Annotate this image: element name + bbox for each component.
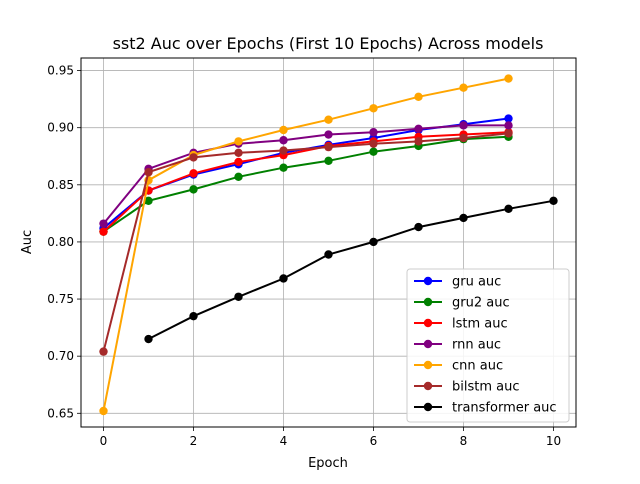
data-point-rnn-auc — [279, 136, 288, 145]
grid-layer — [81, 58, 576, 427]
plot-frame — [80, 57, 577, 428]
data-point-transformer-auc — [234, 292, 243, 301]
x-tick-label: 6 — [370, 434, 378, 448]
data-point-cnn-auc — [414, 92, 423, 102]
legend-marker — [423, 276, 433, 286]
x-tick-label: 4 — [280, 434, 288, 448]
data-point-rnn-auc — [369, 128, 378, 137]
legend-marker — [423, 297, 433, 307]
legend-label: gru2 auc — [452, 296, 510, 311]
series-layer — [99, 74, 558, 416]
data-point-transformer-auc — [279, 274, 288, 283]
series-bilstm-auc — [99, 129, 513, 356]
series-line-gru2-auc — [102, 135, 509, 233]
data-point-transformer-auc — [504, 204, 513, 213]
series-line-cnn-auc — [102, 77, 509, 412]
data-point-cnn-auc — [99, 406, 108, 416]
data-point-rnn-auc — [504, 121, 513, 130]
data-point-rnn-auc — [459, 121, 468, 130]
legend: gru auc gru2 auc lstm auc rnn auc cnn auc bil… — [406, 268, 570, 423]
x-tick-label: 8 — [460, 434, 468, 448]
data-point-gru-auc — [504, 114, 513, 123]
series-line-bilstm-auc — [102, 132, 509, 352]
y-axis-label: Auc — [20, 230, 35, 254]
data-point-gru2-auc — [144, 196, 153, 206]
legend-item-rnn-auc: rnn auc — [414, 338, 501, 353]
data-point-lstm-auc — [99, 227, 108, 236]
data-point-lstm-auc — [189, 169, 198, 178]
x-tick-label: 0 — [100, 434, 108, 448]
legend-label: cnn auc — [452, 359, 503, 374]
data-point-transformer-auc — [414, 222, 423, 232]
legend-label: gru auc — [452, 275, 501, 290]
data-point-transformer-auc — [324, 250, 333, 259]
legend-marker — [423, 360, 433, 370]
data-point-gru2-auc — [279, 163, 288, 172]
legend-item-gru2-auc: gru2 auc — [414, 296, 510, 311]
legend-marker — [423, 402, 433, 412]
legend-item-gru-auc: gru auc — [414, 275, 501, 290]
legend-marker — [423, 381, 433, 391]
x-tick-label: 2 — [190, 434, 198, 448]
data-point-cnn-auc — [324, 115, 333, 124]
series-line-lstm-auc — [102, 131, 509, 233]
y-tick-label: 0.85 — [47, 178, 74, 192]
data-point-transformer-auc — [144, 334, 153, 344]
legend-label: transformer auc — [452, 401, 557, 416]
data-point-gru2-auc — [189, 185, 198, 194]
data-point-bilstm-auc — [234, 148, 243, 158]
y-tick-label: 0.70 — [47, 349, 74, 363]
legend-label: lstm auc — [452, 317, 508, 332]
chart-title: sst2 Auc over Epochs (First 10 Epochs) A… — [113, 34, 544, 53]
data-point-rnn-auc — [324, 130, 333, 139]
data-point-lstm-auc — [234, 157, 243, 167]
data-point-bilstm-auc — [189, 153, 198, 162]
series-cnn-auc — [99, 74, 513, 416]
y-tick-label: 0.75 — [47, 292, 74, 306]
data-point-bilstm-auc — [144, 168, 153, 177]
data-point-bilstm-auc — [414, 137, 423, 146]
data-point-transformer-auc — [549, 196, 558, 206]
y-tick-label: 0.65 — [47, 406, 74, 420]
series-line-transformer-auc — [148, 199, 554, 340]
data-point-gru2-auc — [369, 147, 378, 156]
x-tick-label: 10 — [546, 434, 561, 448]
data-point-gru2-auc — [234, 172, 243, 182]
legend-item-lstm-auc: lstm auc — [414, 317, 508, 332]
data-point-transformer-auc — [189, 311, 198, 321]
legend-label: bilstm auc — [452, 380, 520, 395]
legend-marker — [423, 318, 433, 328]
y-tick-label: 0.80 — [47, 235, 74, 249]
data-point-rnn-auc — [99, 219, 108, 228]
legend-item-bilstm-auc: bilstm auc — [414, 380, 520, 395]
data-point-transformer-auc — [369, 237, 378, 247]
y-tick-label: 0.90 — [47, 121, 74, 135]
data-point-rnn-auc — [414, 124, 423, 134]
data-point-bilstm-auc — [324, 142, 333, 152]
data-point-gru2-auc — [324, 156, 333, 166]
data-point-cnn-auc — [234, 137, 243, 146]
legend-label: rnn auc — [452, 338, 501, 353]
data-point-bilstm-auc — [279, 146, 288, 155]
x-axis-label: Epoch — [308, 456, 348, 471]
data-point-bilstm-auc — [504, 129, 513, 138]
data-point-bilstm-auc — [99, 347, 108, 356]
data-point-cnn-auc — [279, 125, 288, 135]
data-point-transformer-auc — [459, 213, 468, 223]
data-point-cnn-auc — [369, 104, 378, 113]
series-line-rnn-auc — [102, 124, 509, 225]
legend-marker — [423, 339, 433, 349]
y-tick-label: 0.95 — [47, 64, 74, 78]
legend-item-transformer-auc: transformer auc — [414, 401, 557, 416]
legend-item-cnn-auc: cnn auc — [414, 359, 503, 374]
data-point-cnn-auc — [504, 74, 513, 83]
data-point-bilstm-auc — [369, 139, 378, 148]
data-point-bilstm-auc — [459, 133, 468, 143]
series-transformer-auc — [144, 196, 558, 344]
legend-box — [406, 268, 570, 423]
data-point-cnn-auc — [459, 83, 468, 92]
tick-layer: 0 2 4 6 8 10 0.65 0.70 0.75 0.80 0.85 0.90 0.95 — [47, 64, 561, 448]
